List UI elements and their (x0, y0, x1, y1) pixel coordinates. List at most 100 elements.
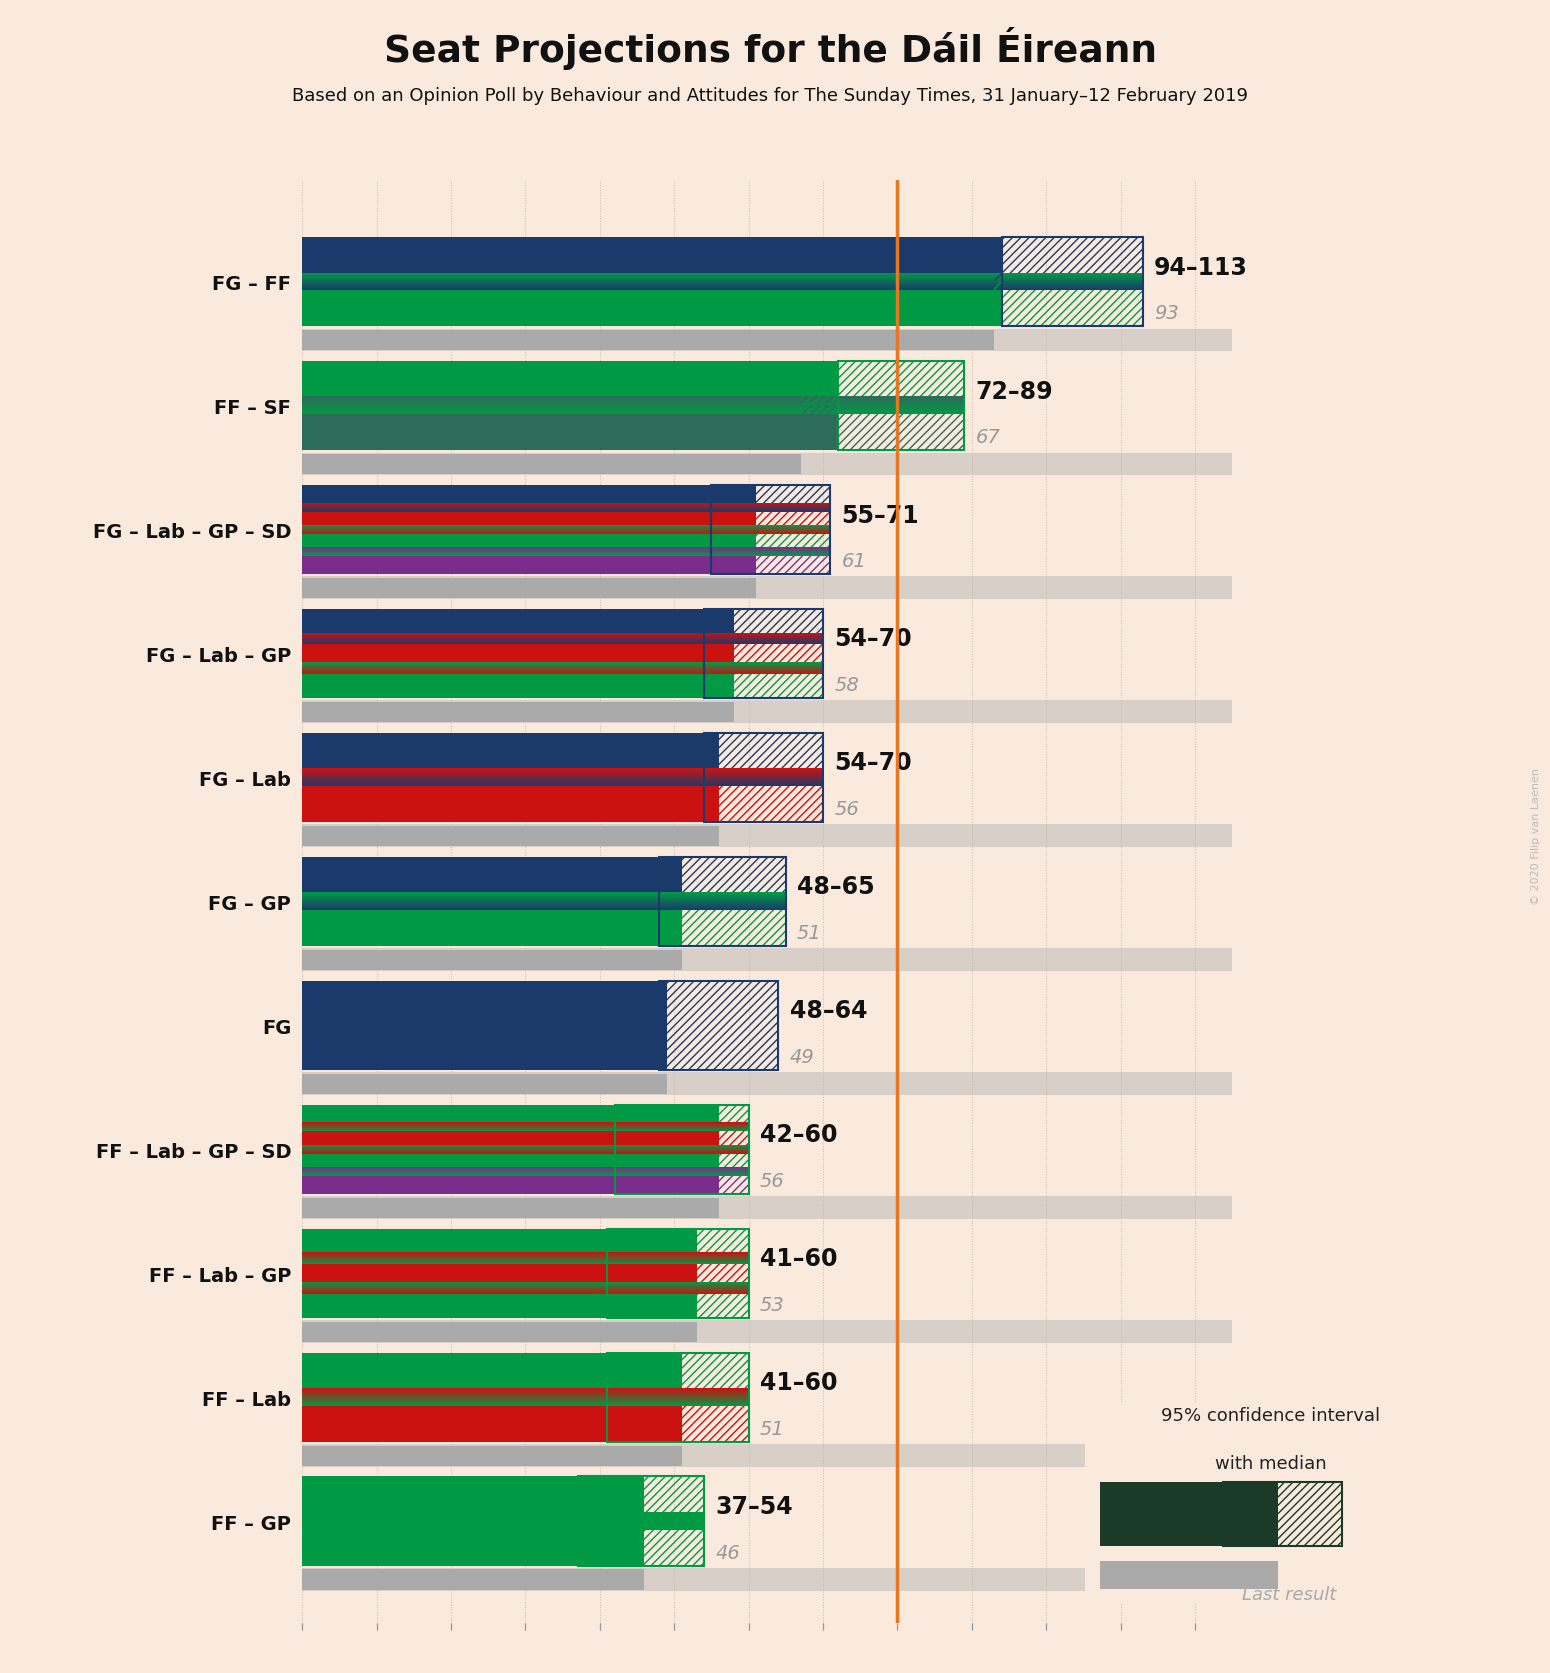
Text: 58: 58 (834, 676, 859, 694)
Bar (302, 639, 704, 669)
Bar (659, 857, 682, 902)
Bar (704, 669, 733, 699)
Bar (719, 1149, 749, 1171)
Text: 41–60: 41–60 (760, 1246, 837, 1270)
Bar (302, 509, 711, 530)
Text: 56: 56 (760, 1171, 784, 1190)
Text: 37–54: 37–54 (715, 1494, 792, 1519)
Bar (659, 980, 666, 1071)
Bar (302, 902, 659, 947)
Bar (711, 485, 831, 574)
Bar (756, 485, 831, 509)
Bar (682, 902, 786, 947)
Bar (302, 455, 801, 475)
Bar (302, 1568, 1232, 1591)
Bar (302, 1171, 615, 1195)
Bar (302, 530, 711, 552)
Bar (682, 1397, 749, 1442)
Bar (756, 509, 831, 530)
Bar (302, 552, 711, 574)
Bar (659, 980, 778, 1071)
Bar (302, 778, 704, 823)
Bar (711, 485, 756, 509)
Bar (704, 733, 719, 778)
Bar (302, 1569, 645, 1589)
Bar (302, 1104, 615, 1128)
Text: © 2020 Filip van Laenen: © 2020 Filip van Laenen (1531, 768, 1541, 905)
Bar (302, 361, 839, 407)
Text: Last result: Last result (1243, 1584, 1336, 1603)
Text: 46: 46 (715, 1543, 739, 1561)
Bar (302, 238, 1001, 283)
Bar (711, 509, 756, 530)
Bar (302, 1397, 608, 1442)
Bar (719, 1128, 749, 1149)
Bar (302, 1196, 1232, 1220)
Text: 48–65: 48–65 (797, 875, 874, 898)
Bar (615, 1104, 719, 1128)
Bar (302, 485, 711, 509)
Bar (839, 361, 964, 450)
Bar (608, 1258, 696, 1288)
Text: 72–89: 72–89 (975, 380, 1052, 403)
Bar (719, 1104, 749, 1128)
Text: Based on an Opinion Poll by Behaviour and Attitudes for The Sunday Times, 31 Jan: Based on an Opinion Poll by Behaviour an… (293, 87, 1248, 105)
Bar (615, 1171, 719, 1195)
Text: 51: 51 (797, 923, 822, 942)
Text: 48–64: 48–64 (789, 999, 866, 1022)
Bar (719, 1171, 749, 1195)
Bar (1279, 1482, 1342, 1546)
Bar (578, 1477, 645, 1521)
Bar (302, 703, 733, 723)
Bar (578, 1477, 704, 1566)
Bar (302, 1149, 615, 1171)
Bar (302, 1258, 608, 1288)
Bar (302, 950, 682, 970)
Bar (682, 857, 786, 902)
Bar (608, 1353, 749, 1442)
Bar (756, 552, 831, 574)
Bar (302, 1074, 666, 1094)
Text: 61: 61 (842, 552, 866, 570)
Bar (733, 669, 823, 699)
Bar (302, 1444, 1232, 1467)
Bar (578, 1521, 645, 1566)
Bar (704, 733, 823, 823)
Text: 95% confidence interval: 95% confidence interval (1161, 1405, 1381, 1424)
Bar (733, 609, 823, 639)
Text: 55–71: 55–71 (842, 504, 919, 527)
Bar (302, 1072, 1232, 1096)
Text: with median: with median (1215, 1454, 1327, 1472)
Bar (302, 1521, 578, 1566)
Bar (645, 1521, 704, 1566)
Bar (302, 1128, 615, 1149)
Bar (302, 826, 719, 847)
Bar (1100, 1561, 1279, 1589)
Bar (302, 669, 704, 699)
Bar (302, 330, 1232, 353)
Bar (645, 1477, 704, 1521)
Bar (302, 407, 839, 450)
Bar (302, 283, 1001, 326)
Bar (302, 577, 1232, 601)
Bar (659, 902, 682, 947)
Bar (994, 238, 1142, 283)
Bar (302, 1477, 578, 1521)
Bar (704, 778, 719, 823)
Bar (801, 361, 964, 407)
Bar (302, 825, 1232, 848)
Bar (704, 609, 733, 639)
Bar (302, 701, 1232, 724)
Bar (711, 530, 756, 552)
Bar (756, 530, 831, 552)
Bar (608, 1353, 682, 1397)
Bar (719, 778, 823, 823)
Text: 93: 93 (1155, 304, 1180, 323)
Bar (302, 609, 704, 639)
Bar (302, 733, 704, 778)
Text: 49: 49 (789, 1047, 814, 1066)
Bar (801, 407, 964, 450)
Bar (302, 857, 659, 902)
Bar (608, 1288, 696, 1318)
Bar (302, 1353, 608, 1397)
